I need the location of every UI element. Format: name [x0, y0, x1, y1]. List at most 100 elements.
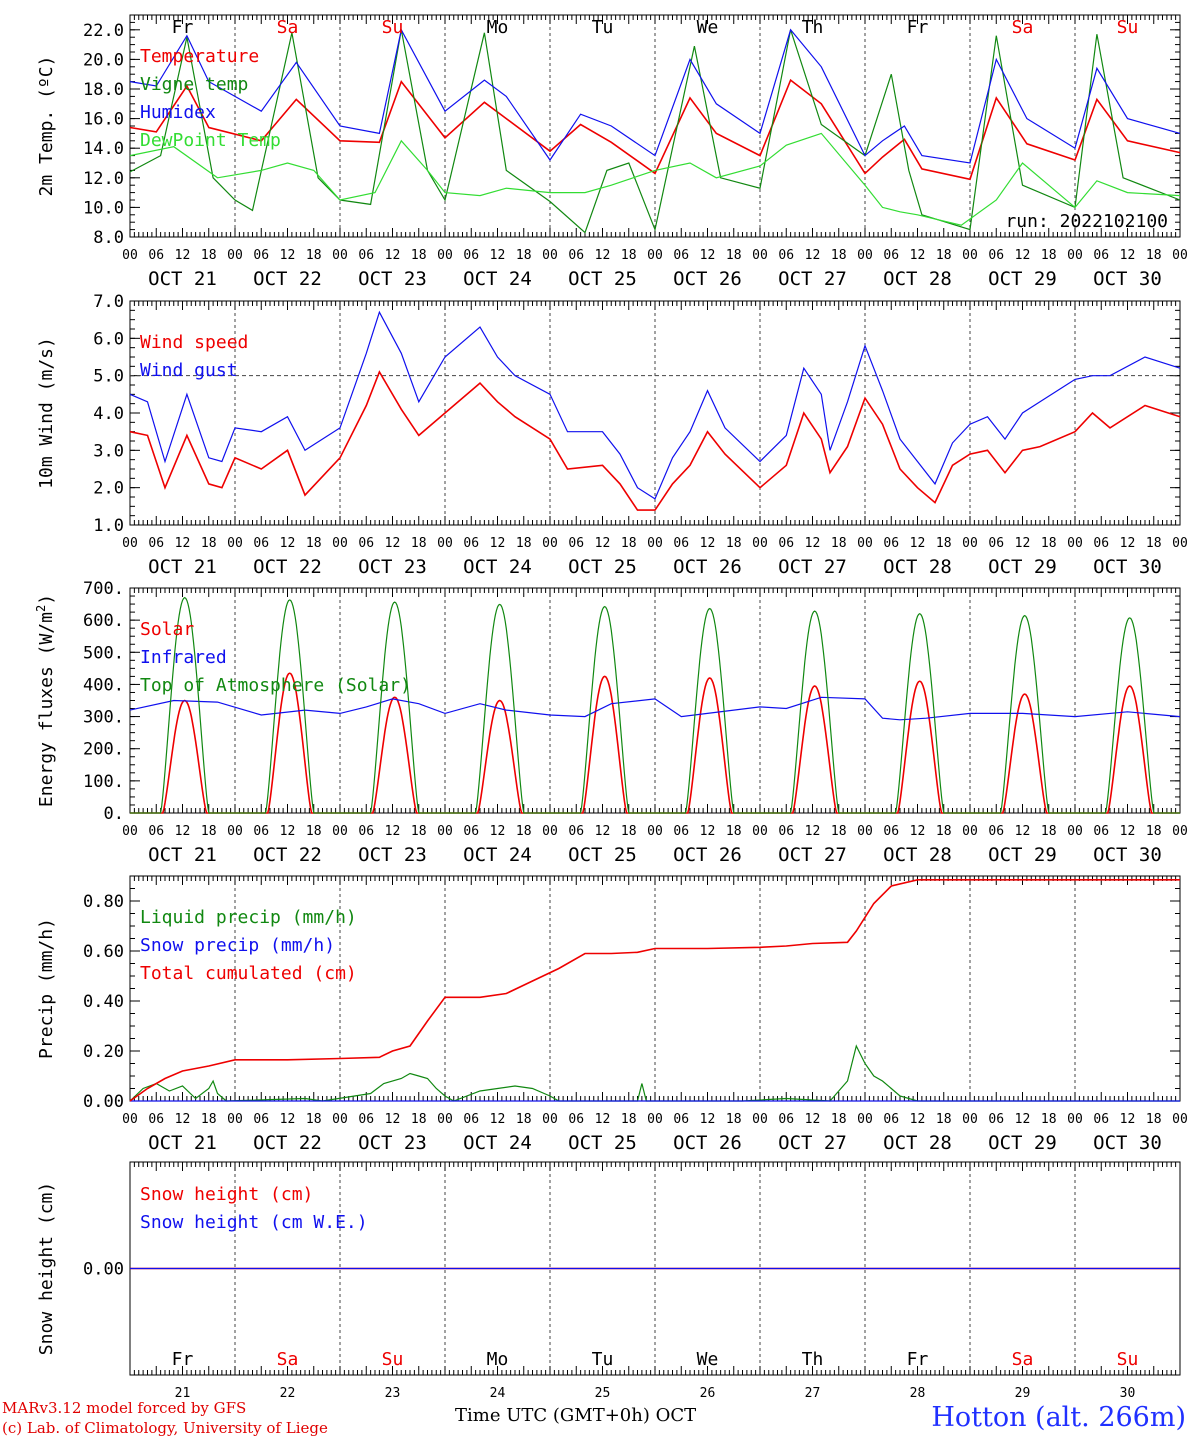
- hour-tick-label: 06: [778, 824, 794, 839]
- day-label: Tu: [592, 1349, 614, 1370]
- date-label: OCT 22: [253, 268, 322, 290]
- legend-entry: Snow height (cm): [140, 1184, 313, 1205]
- hour-tick-label: 06: [778, 248, 794, 263]
- hour-tick-label: 00: [752, 824, 768, 839]
- hour-tick-label: 06: [148, 1112, 164, 1127]
- date-label: OCT 28: [883, 556, 952, 578]
- hour-tick-label: 00: [962, 248, 978, 263]
- date-label: OCT 29: [988, 268, 1057, 290]
- hour-tick-label: 00: [1067, 824, 1083, 839]
- hour-tick-label: 18: [411, 248, 427, 263]
- y-tick-label: 22.0: [83, 21, 124, 41]
- hour-tick-label: 06: [358, 536, 374, 551]
- hour-tick-label: 12: [175, 1112, 191, 1127]
- date-label: OCT 25: [568, 556, 637, 578]
- hour-tick-label: 00: [1067, 248, 1083, 263]
- hour-tick-label: 12: [385, 1112, 401, 1127]
- date-label: OCT 25: [568, 268, 637, 290]
- hour-tick-label: 18: [726, 1112, 742, 1127]
- hour-tick-label: 00: [962, 536, 978, 551]
- date-label: OCT 27: [778, 844, 847, 866]
- series-line-humidex: [129, 28, 1181, 164]
- hour-tick-label: 18: [726, 536, 742, 551]
- y-tick-label: 0.00: [83, 1260, 124, 1280]
- hour-tick-label: 18: [831, 1112, 847, 1127]
- hour-tick-label: 18: [621, 248, 637, 263]
- date-label: OCT 24: [463, 844, 532, 866]
- hour-tick-label: 12: [385, 824, 401, 839]
- y-tick-label: 2.0: [93, 479, 124, 499]
- y-tick-label: 100.: [83, 772, 124, 792]
- hour-tick-label: 00: [542, 1112, 558, 1127]
- hour-tick-label: 12: [1015, 824, 1031, 839]
- hour-tick-label: 18: [936, 824, 952, 839]
- hour-tick-label: 00: [1067, 1112, 1083, 1127]
- hour-tick-label: 18: [201, 536, 217, 551]
- hour-tick-label: 18: [1041, 248, 1057, 263]
- hour-tick-label: 12: [280, 536, 296, 551]
- date-label: OCT 30: [1093, 268, 1162, 290]
- date-label: OCT 29: [988, 556, 1057, 578]
- date-label: OCT 23: [358, 844, 427, 866]
- day-label: Su: [1117, 17, 1139, 38]
- hour-tick-label: 18: [621, 824, 637, 839]
- hour-tick-label: 12: [280, 248, 296, 263]
- hour-tick-label: 06: [148, 536, 164, 551]
- hour-tick-label: 12: [700, 1112, 716, 1127]
- y-axis-label: 10m Wind (m/s): [36, 337, 57, 489]
- hour-tick-label: 18: [1146, 536, 1162, 551]
- date-label: OCT 22: [253, 556, 322, 578]
- hour-tick-label: 00: [1172, 1112, 1188, 1127]
- hour-tick-label: 06: [253, 824, 269, 839]
- hour-tick-label: 12: [595, 1112, 611, 1127]
- date-label: OCT 21: [148, 556, 217, 578]
- hour-tick-label: 00: [647, 248, 663, 263]
- hour-tick-label: 06: [463, 248, 479, 263]
- date-label: OCT 26: [673, 268, 742, 290]
- hour-tick-label: 00: [437, 248, 453, 263]
- y-tick-label: 0.00: [83, 1092, 124, 1112]
- y-tick-label: 0.20: [83, 1042, 124, 1062]
- hour-tick-label: 06: [568, 536, 584, 551]
- hour-tick-label: 18: [516, 536, 532, 551]
- hour-tick-label: 12: [490, 536, 506, 551]
- hour-tick-label: 18: [201, 824, 217, 839]
- hour-tick-label: 18: [726, 824, 742, 839]
- y-axis-label: 2m Temp. (ºC): [36, 56, 57, 197]
- hour-tick-label: 06: [358, 824, 374, 839]
- hour-tick-label: 00: [542, 248, 558, 263]
- date-label: OCT 29: [988, 1132, 1057, 1154]
- hour-tick-label: 00: [857, 248, 873, 263]
- hour-tick-label: 00: [332, 1112, 348, 1127]
- hour-tick-label: 00: [332, 248, 348, 263]
- day-number-label: 22: [280, 1386, 296, 1401]
- day-label: Su: [382, 17, 404, 38]
- y-tick-label: 10.0: [83, 198, 124, 218]
- day-number-label: 24: [490, 1386, 506, 1401]
- run-label: run: 2022102100: [1005, 211, 1168, 232]
- hour-tick-label: 18: [201, 248, 217, 263]
- series-line-liquid-precip-mm-h-: [129, 1044, 1180, 1102]
- day-label: Sa: [277, 1349, 299, 1370]
- hour-tick-label: 12: [1120, 1112, 1136, 1127]
- day-label: Fr: [907, 17, 929, 38]
- hour-tick-label: 12: [1015, 536, 1031, 551]
- hour-tick-label: 00: [962, 1112, 978, 1127]
- hour-tick-label: 18: [306, 536, 322, 551]
- date-label: OCT 26: [673, 844, 742, 866]
- hour-tick-label: 18: [936, 1112, 952, 1127]
- day-number-label: 23: [385, 1386, 401, 1401]
- y-tick-label: 3.0: [93, 441, 124, 461]
- hour-tick-label: 18: [306, 248, 322, 263]
- legend-entry: Wind gust: [140, 360, 238, 381]
- legend-entry: Humidex: [140, 102, 216, 123]
- hour-tick-label: 18: [411, 536, 427, 551]
- hour-tick-label: 00: [647, 1112, 663, 1127]
- day-number-label: 29: [1015, 1386, 1031, 1401]
- hour-tick-label: 00: [857, 824, 873, 839]
- hour-tick-label: 12: [175, 824, 191, 839]
- series-line-wind-gust: [129, 310, 1181, 500]
- day-number-label: 27: [805, 1386, 821, 1401]
- day-label: Th: [802, 1349, 824, 1370]
- hour-tick-label: 12: [490, 824, 506, 839]
